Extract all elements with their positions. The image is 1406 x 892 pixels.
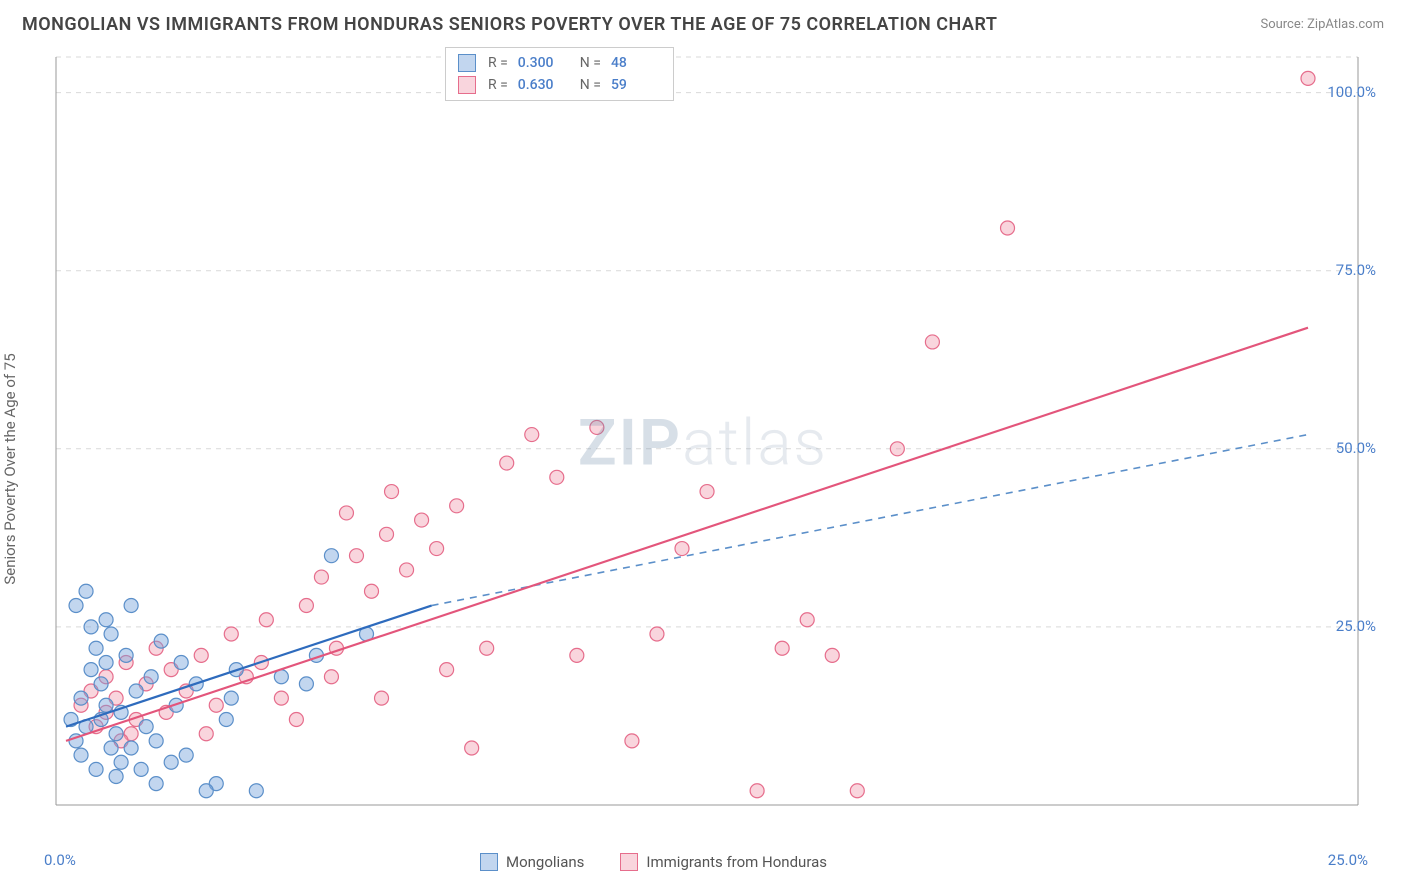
- r-value-a: 0.300: [518, 55, 568, 71]
- x-tick-label: 25.0%: [1328, 851, 1368, 869]
- y-tick-label: 25.0%: [1336, 617, 1376, 635]
- swatch-b-icon: [458, 76, 476, 94]
- legend-row-b: R = 0.630 N = 59: [458, 74, 661, 96]
- chart-title: MONGOLIAN VS IMMIGRANTS FROM HONDURAS SE…: [22, 14, 997, 35]
- x-tick-label: 0.0%: [44, 851, 76, 869]
- x-axis-tick-labels: 0.0%25.0%: [48, 851, 1368, 875]
- y-tick-label: 50.0%: [1336, 439, 1376, 457]
- n-value-b: 59: [611, 77, 661, 93]
- correlation-legend: R = 0.300 N = 48 R = 0.630 N = 59: [445, 47, 674, 101]
- y-axis-label: Seniors Poverty Over the Age of 75: [1, 353, 19, 584]
- r-label: R =: [488, 55, 508, 71]
- y-tick-label: 100.0%: [1327, 83, 1376, 101]
- r-value-b: 0.630: [518, 77, 568, 93]
- legend-row-a: R = 0.300 N = 48: [458, 52, 661, 74]
- n-value-a: 48: [611, 55, 661, 71]
- swatch-a-icon: [458, 54, 476, 72]
- n-label: N =: [580, 55, 601, 71]
- chart-container: Seniors Poverty Over the Age of 75 ZIPat…: [0, 45, 1406, 875]
- n-label: N =: [580, 77, 601, 93]
- source-attribution: Source: ZipAtlas.com: [1260, 17, 1384, 32]
- y-axis-tick-labels: 25.0% 50.0% 75.0% 100.0%: [1310, 45, 1380, 835]
- y-tick-label: 75.0%: [1336, 261, 1376, 279]
- scatter-plot: [48, 45, 1368, 835]
- r-label: R =: [488, 77, 508, 93]
